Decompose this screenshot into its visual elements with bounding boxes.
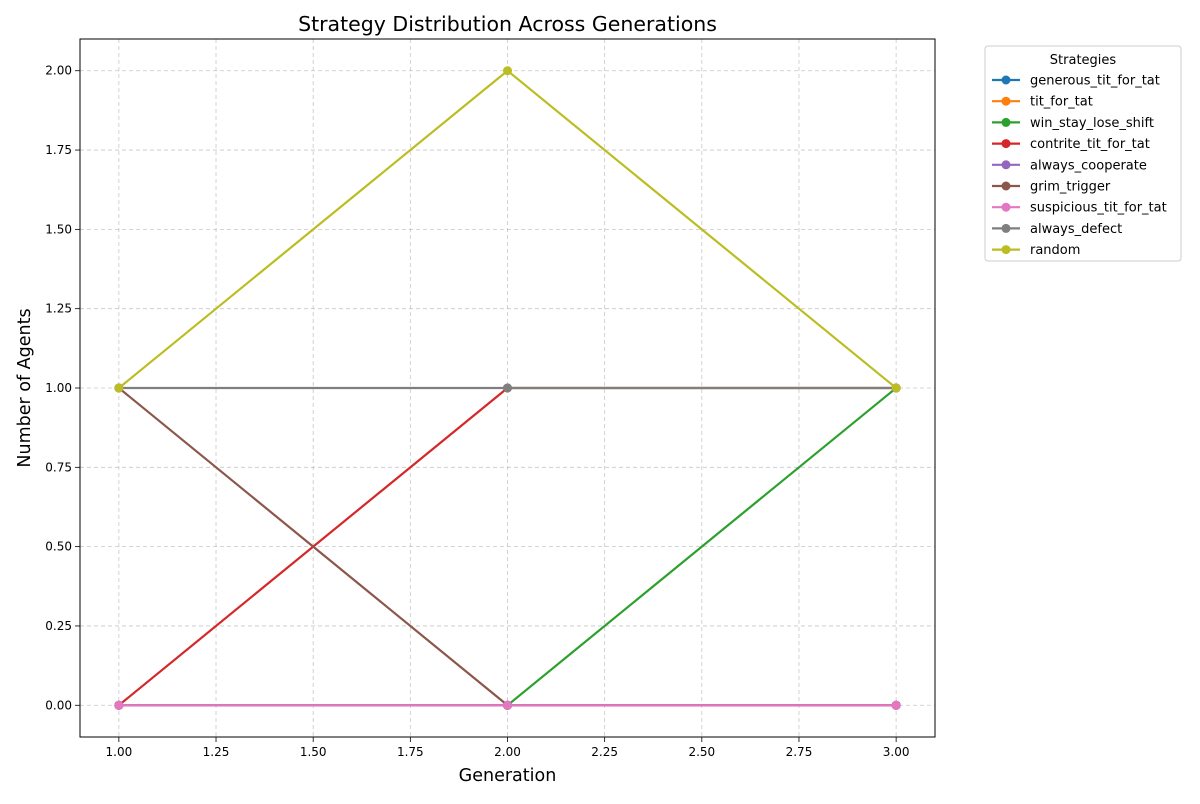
legend-label: random [1030, 243, 1080, 258]
legend-label: suspicious_tit_for_tat [1030, 201, 1167, 216]
legend-item-suspicious-tit-for-tat: suspicious_tit_for_tat [992, 201, 1167, 216]
legend-swatch-marker [1001, 96, 1011, 106]
axis-ticks: 1.00 1.25 1.50 1.75 2.00 2.25 2.50 2.75 3.00 0.00… [45, 64, 909, 759]
x-tick-label: 2.25 [591, 745, 618, 759]
legend-swatch-marker [1001, 160, 1011, 170]
legend-item-win-stay-lose-shift: win_stay_lose_shift [992, 116, 1154, 131]
x-tick-label: 2.75 [786, 745, 813, 759]
legend-label: contrite_tit_for_tat [1030, 137, 1150, 152]
legend-title: Strategies [1050, 53, 1117, 68]
x-tick-label: 1.75 [397, 745, 424, 759]
data-point-suspicious-tit-for-tat [503, 700, 512, 710]
chart-title: Strategy Distribution Across Generations [298, 12, 717, 36]
series-suspicious-tit-for-tat [114, 700, 901, 710]
x-tick-label: 2.50 [688, 745, 715, 759]
legend: Strategies generous_tit_for_tat tit_for_t… [984, 45, 1182, 262]
legend-frame [984, 45, 1182, 262]
legend-swatch-marker [1001, 245, 1011, 255]
legend-items: generous_tit_for_tat tit_for_tat win_stay_… [992, 74, 1167, 258]
y-axis-label: Number of Agents [15, 308, 35, 467]
legend-label: tit_for_tat [1030, 95, 1093, 110]
series-random [114, 66, 901, 393]
y-tick-label: 0.75 [45, 460, 72, 474]
x-tick-label: 1.50 [300, 745, 327, 759]
y-tick-label: 1.50 [45, 222, 72, 236]
y-tick-label: 2.00 [45, 64, 72, 78]
data-point-suspicious-tit-for-tat [891, 700, 901, 710]
legend-item-random: random [992, 243, 1080, 258]
legend-item-grim-trigger: grim_trigger [992, 180, 1111, 195]
legend-item-contrite-tit-for-tat: contrite_tit_for_tat [992, 137, 1150, 152]
data-point-random [891, 383, 901, 393]
legend-item-tit-for-tat: tit_for_tat [992, 95, 1093, 110]
series-lines [114, 66, 901, 710]
data-point-random [503, 66, 512, 76]
x-tick-label: 1.00 [106, 745, 133, 759]
data-point-random [114, 383, 124, 393]
legend-label: always_cooperate [1030, 158, 1147, 173]
y-tick-label: 0.50 [45, 540, 72, 554]
legend-item-always-cooperate: always_cooperate [992, 158, 1147, 173]
y-tick-label: 1.00 [45, 381, 72, 395]
y-tick-label: 0.25 [45, 619, 72, 633]
legend-swatch-marker [1001, 117, 1011, 127]
x-tick-label: 2.00 [494, 745, 521, 759]
series-always-defect [114, 383, 901, 393]
legend-swatch-marker [1001, 75, 1011, 85]
legend-item-always-defect: always_defect [992, 222, 1122, 237]
legend-item-generous-tit-for-tat: generous_tit_for_tat [992, 74, 1160, 89]
y-tick-label: 1.75 [45, 143, 72, 157]
data-point-suspicious-tit-for-tat [114, 700, 124, 710]
legend-swatch-marker [1001, 202, 1011, 212]
y-tick-label: 0.00 [45, 698, 72, 712]
legend-label: grim_trigger [1030, 180, 1111, 195]
legend-label: generous_tit_for_tat [1030, 74, 1160, 89]
legend-label: always_defect [1030, 222, 1122, 237]
x-axis-label: Generation [459, 766, 557, 786]
x-tick-label: 1.25 [203, 745, 230, 759]
y-tick-label: 1.25 [45, 302, 72, 316]
legend-swatch-marker [1001, 223, 1011, 233]
x-tick-label: 3.00 [883, 745, 910, 759]
data-point-always-defect [503, 383, 512, 393]
legend-label: win_stay_lose_shift [1030, 116, 1154, 131]
legend-swatch-marker [1001, 181, 1011, 191]
legend-swatch-marker [1001, 139, 1011, 149]
